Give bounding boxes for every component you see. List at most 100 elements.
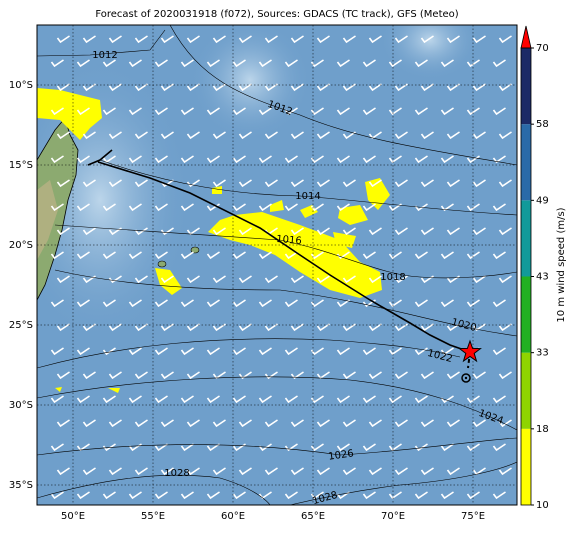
island bbox=[157, 260, 167, 268]
wind-barb bbox=[420, 83, 434, 92]
wind-barb bbox=[336, 491, 350, 500]
wind-barb bbox=[56, 131, 70, 140]
wind-barb bbox=[82, 35, 96, 44]
wind-barb bbox=[414, 203, 428, 212]
wind-barb bbox=[50, 395, 64, 404]
colorbar-segment bbox=[521, 48, 531, 125]
wind-barb bbox=[310, 155, 324, 164]
wind-barb bbox=[284, 347, 298, 356]
wind-barb bbox=[160, 275, 174, 284]
wind-barb bbox=[76, 299, 90, 308]
wind-barb bbox=[206, 395, 220, 404]
wind-barb bbox=[76, 251, 90, 260]
wind-barb bbox=[498, 131, 512, 140]
wind-barb bbox=[134, 179, 148, 188]
wind-barb bbox=[186, 419, 200, 428]
wind-barb bbox=[420, 419, 434, 428]
wind-barb bbox=[160, 371, 174, 380]
y-tick-label: 30°S bbox=[9, 400, 33, 411]
wind-barb bbox=[76, 155, 90, 164]
tc-star bbox=[458, 339, 482, 363]
wind-barb bbox=[128, 251, 142, 260]
wind-barb bbox=[414, 491, 428, 500]
wind-barb bbox=[264, 35, 278, 44]
wind-barb bbox=[316, 419, 330, 428]
wind-barb bbox=[212, 275, 226, 284]
wind-barb bbox=[186, 35, 200, 44]
wind-barb bbox=[472, 83, 486, 92]
wind-barb bbox=[446, 131, 460, 140]
colorbar-segment bbox=[521, 276, 531, 353]
wind-barb bbox=[108, 419, 122, 428]
colorbar-segment bbox=[521, 124, 531, 201]
wind-barb bbox=[290, 323, 304, 332]
wind-barb bbox=[498, 371, 512, 380]
wind-barb bbox=[56, 83, 70, 92]
wind-barb bbox=[186, 275, 200, 284]
wind-barb bbox=[50, 107, 64, 116]
wind-barb bbox=[440, 491, 454, 500]
wind-barb bbox=[258, 347, 272, 356]
wind-barb bbox=[498, 419, 512, 428]
wind-barb bbox=[368, 83, 382, 92]
colorbar-tick-label: 33 bbox=[536, 348, 549, 359]
wind-barb bbox=[310, 107, 324, 116]
wind-barb bbox=[76, 491, 90, 500]
wind-barb bbox=[180, 59, 194, 68]
wind-barb bbox=[446, 467, 460, 476]
wind-barb bbox=[472, 323, 486, 332]
wind-barb bbox=[284, 107, 298, 116]
wind-barb bbox=[50, 491, 64, 500]
wind-barb bbox=[420, 275, 434, 284]
tc-center bbox=[464, 376, 468, 380]
isobars bbox=[37, 25, 517, 505]
wind-barb bbox=[212, 419, 226, 428]
wind-barb bbox=[466, 299, 480, 308]
wind-barb bbox=[466, 491, 480, 500]
x-tick-label: 70°E bbox=[381, 511, 405, 522]
colorbar-tick-label: 18 bbox=[536, 424, 549, 435]
wind-barb bbox=[446, 323, 460, 332]
wind-barb bbox=[388, 395, 402, 404]
wind-barb bbox=[336, 299, 350, 308]
wind-barb bbox=[446, 179, 460, 188]
wind-barb bbox=[264, 467, 278, 476]
colorbar-extend bbox=[520, 25, 532, 49]
colorbar-label: 10 m wind speed (m/s) bbox=[556, 207, 567, 322]
wind-barb bbox=[238, 419, 252, 428]
wind-barb bbox=[206, 107, 220, 116]
wind-barb bbox=[212, 227, 226, 236]
wind-barb bbox=[232, 107, 246, 116]
wind-barb bbox=[76, 107, 90, 116]
wind-barb bbox=[414, 395, 428, 404]
wind-barb bbox=[186, 467, 200, 476]
wind-barb bbox=[160, 227, 174, 236]
wind-barb bbox=[154, 395, 168, 404]
wind-barb bbox=[446, 419, 460, 428]
wind-barb bbox=[472, 35, 486, 44]
wind-barb bbox=[258, 251, 272, 260]
wind-barb bbox=[134, 131, 148, 140]
wind-barb bbox=[336, 251, 350, 260]
wind-barb bbox=[82, 131, 96, 140]
wind-barb bbox=[154, 155, 168, 164]
wind-barb bbox=[414, 443, 428, 452]
wind-barb bbox=[258, 59, 272, 68]
wind-barb bbox=[472, 179, 486, 188]
wind-barb bbox=[440, 155, 454, 164]
wind-barb bbox=[128, 155, 142, 164]
wind-barb bbox=[180, 347, 194, 356]
wind-barb bbox=[128, 395, 142, 404]
wind-barb bbox=[368, 35, 382, 44]
wind-barb bbox=[394, 275, 408, 284]
wind-barb bbox=[238, 275, 252, 284]
wind-barb bbox=[56, 35, 70, 44]
wind-barb bbox=[154, 299, 168, 308]
wind-barb bbox=[316, 83, 330, 92]
wind-barb bbox=[102, 491, 116, 500]
wind-barb bbox=[316, 35, 330, 44]
wind-barb bbox=[102, 443, 116, 452]
wind-barb bbox=[134, 371, 148, 380]
wind-barb bbox=[316, 227, 330, 236]
wind-barb bbox=[128, 299, 142, 308]
